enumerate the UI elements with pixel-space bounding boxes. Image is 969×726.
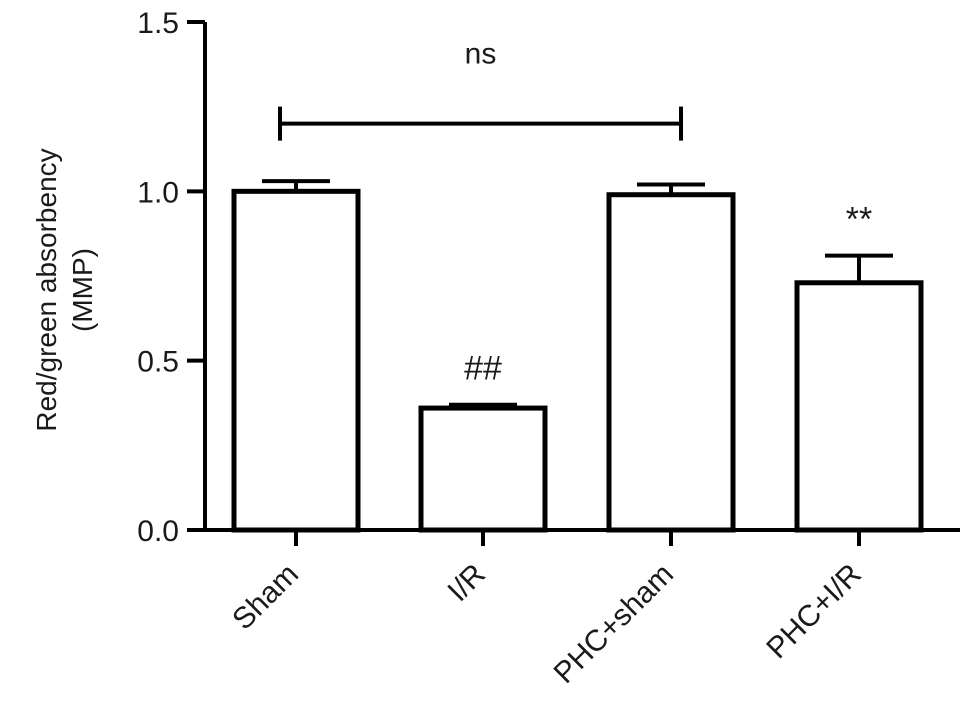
annotations: ## ** ns xyxy=(278,38,872,388)
y-axis-title-line-2: (MMP) xyxy=(67,248,98,332)
bar xyxy=(418,405,548,533)
y-axis-title-line-1: Red/green absorbency xyxy=(31,148,62,431)
bar xyxy=(231,188,361,533)
x-category-label: PHC+I/R xyxy=(760,558,868,666)
comparison-label: ns xyxy=(465,38,497,71)
bar xyxy=(606,192,736,533)
x-category-label: Sham xyxy=(226,558,305,637)
y-tick-label: 1.0 xyxy=(137,176,179,209)
x-category-label: PHC+sham xyxy=(548,558,680,690)
y-axis-title: Red/green absorbency (MMP) xyxy=(31,148,98,431)
y-tick-label: 1.5 xyxy=(137,7,179,40)
bar xyxy=(794,280,924,533)
significance-annotation: ## xyxy=(464,350,502,388)
x-category-label: I/R xyxy=(442,558,492,608)
bars xyxy=(231,179,924,533)
y-tick-label: 0.5 xyxy=(137,346,179,379)
significance-annotation: ** xyxy=(846,201,872,239)
y-tick-label: 0.0 xyxy=(137,515,179,548)
